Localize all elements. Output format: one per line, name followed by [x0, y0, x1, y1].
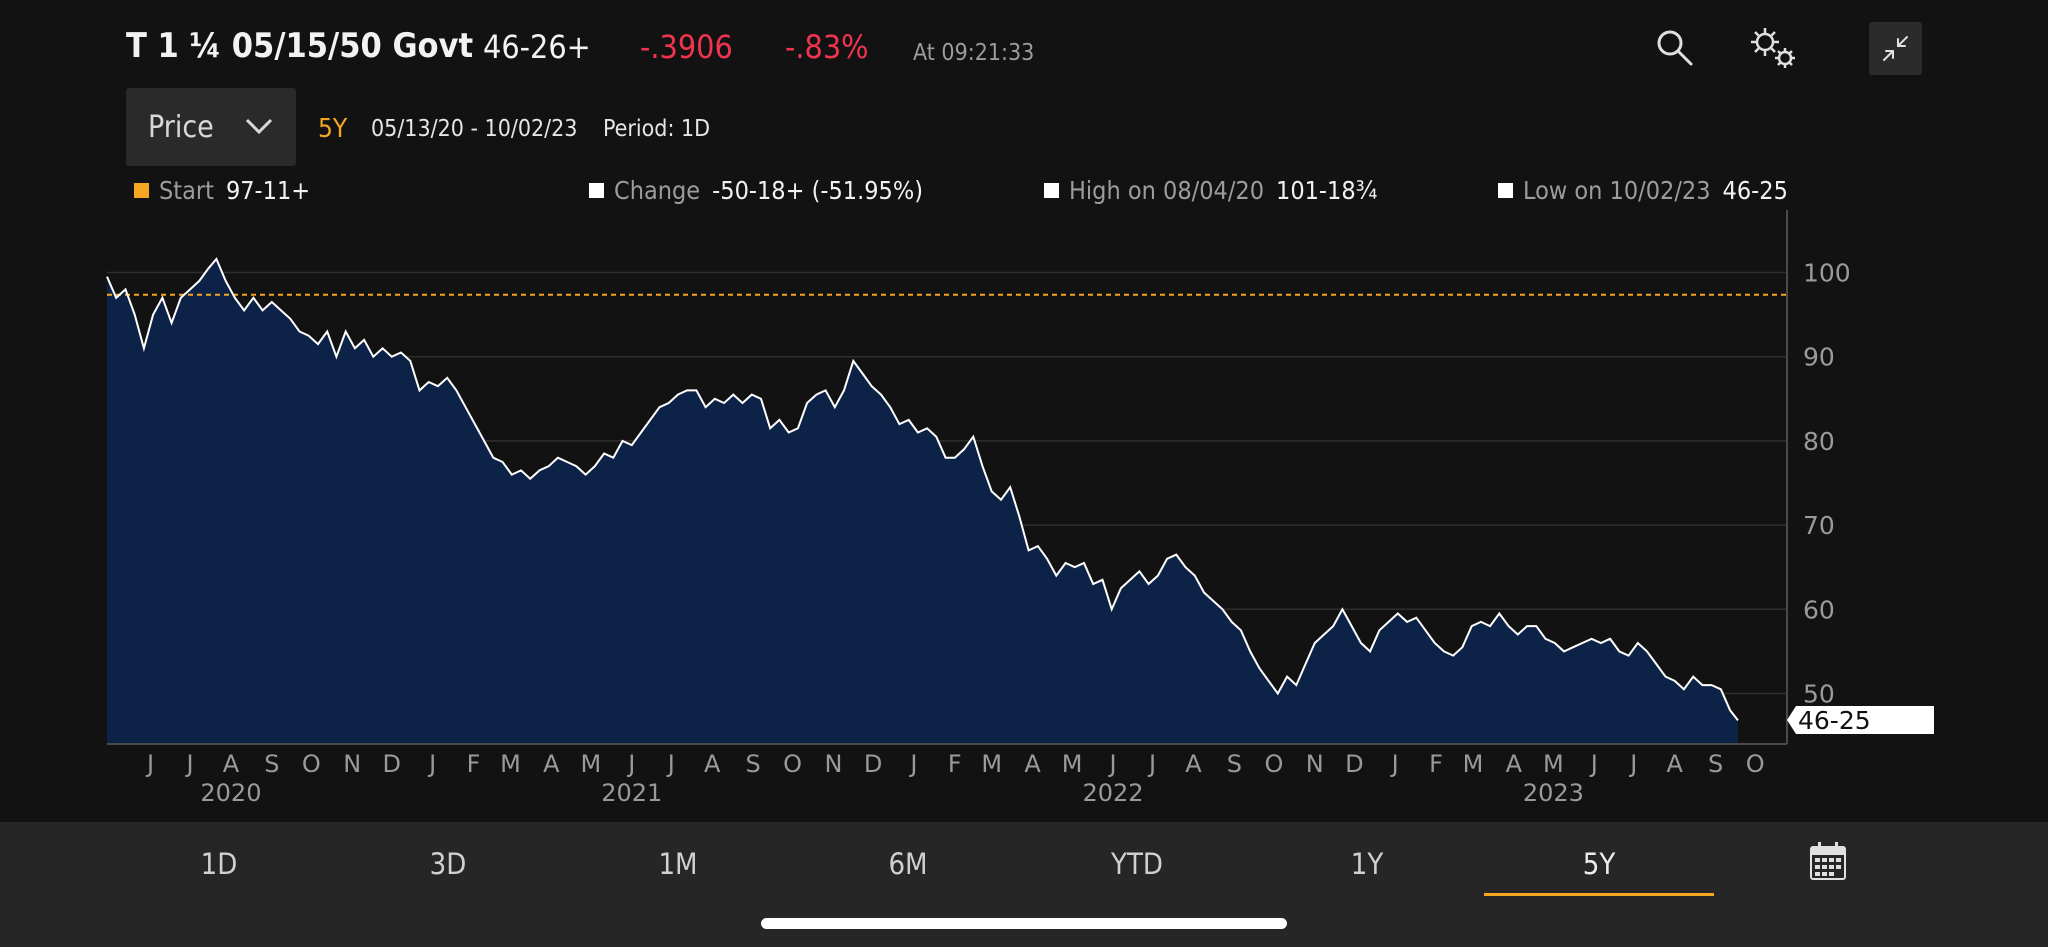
tab-6m[interactable]: 6M	[888, 847, 928, 881]
stat-value: 46-25	[1722, 176, 1788, 205]
x-tick-label: J	[666, 750, 675, 778]
x-tick-label: J	[908, 750, 917, 778]
stat-value: 101-18¾	[1276, 176, 1378, 205]
x-tick-label: J	[1107, 750, 1116, 778]
year-label: 2020	[200, 779, 261, 807]
stat-low: Low on 10/02/23 46-25	[1498, 176, 1788, 205]
y-tick-label: 60	[1803, 595, 1835, 624]
x-tick-label: N	[343, 750, 361, 778]
quote-time: At 09:21:33	[913, 40, 1035, 66]
x-tick-label: A	[1667, 750, 1684, 778]
legend-square	[1044, 183, 1059, 198]
x-tick-label: O	[302, 750, 321, 778]
x-tick-label: N	[1306, 750, 1324, 778]
x-tick-label: J	[626, 750, 635, 778]
collapse-icon[interactable]	[1869, 22, 1922, 75]
stat-value: 97-11+	[225, 176, 311, 205]
x-tick-label: A	[1024, 750, 1041, 778]
x-tick-label: J	[1147, 750, 1156, 778]
x-tick-label: A	[1506, 750, 1523, 778]
stat-label: Low on 10/02/23	[1523, 176, 1711, 205]
x-tick-label: F	[1429, 750, 1443, 778]
y-tick-label: 50	[1803, 679, 1835, 708]
x-tick-label: O	[1746, 750, 1765, 778]
x-tick-label: O	[783, 750, 802, 778]
y-tick-label: 90	[1803, 343, 1835, 372]
legend-square	[1498, 183, 1513, 198]
security-title: T 1 ¼ 05/15/50 Govt	[126, 26, 474, 66]
search-icon[interactable]	[1655, 28, 1695, 68]
last-price: 46-26+	[483, 28, 591, 66]
x-tick-label: F	[467, 750, 481, 778]
area-fill	[107, 259, 1738, 744]
x-tick-label: J	[1628, 750, 1637, 778]
net-change: -.3906	[640, 28, 733, 66]
calendar-icon[interactable]	[1810, 842, 1846, 880]
tab-1m[interactable]: 1M	[658, 847, 698, 881]
x-tick-label: M	[981, 750, 1002, 778]
price-dropdown-label: Price	[148, 110, 214, 145]
x-tick-label: S	[1708, 750, 1723, 778]
y-tick-label: 70	[1803, 511, 1835, 540]
date-range[interactable]: 05/13/20 - 10/02/23	[371, 116, 578, 142]
active-tab-underline	[1484, 893, 1714, 896]
tab-3d[interactable]: 3D	[429, 847, 467, 881]
x-tick-label: S	[745, 750, 760, 778]
period-label[interactable]: Period: 1D	[603, 116, 711, 142]
x-tick-label: N	[825, 750, 843, 778]
x-tick-label: M	[581, 750, 602, 778]
stat-start: Start 97-11+	[134, 176, 310, 205]
x-tick-label: J	[1390, 750, 1399, 778]
year-label: 2022	[1082, 779, 1143, 807]
x-tick-label: M	[500, 750, 521, 778]
price-line	[106, 257, 1739, 722]
year-label: 2023	[1523, 779, 1584, 807]
x-tick-label: D	[1345, 750, 1363, 778]
tab-5y[interactable]: 5Y	[1582, 847, 1616, 881]
home-indicator[interactable]	[761, 918, 1287, 929]
stat-label: Start	[159, 176, 214, 205]
stat-label: High on 08/04/20	[1069, 176, 1265, 205]
tab-1y[interactable]: 1Y	[1350, 847, 1384, 881]
x-tick-label: M	[1062, 750, 1083, 778]
x-tick-label: M	[1463, 750, 1484, 778]
chevron-down-icon	[245, 118, 273, 135]
x-tick-label: O	[1264, 750, 1283, 778]
x-tick-label: A	[223, 750, 240, 778]
x-tick-label: J	[427, 750, 436, 778]
tab-ytd[interactable]: YTD	[1111, 847, 1163, 881]
x-tick-label: D	[383, 750, 401, 778]
tab-1d[interactable]: 1D	[200, 847, 238, 881]
percent-change: -.83%	[785, 28, 869, 66]
legend-square	[134, 183, 149, 198]
x-tick-label: A	[1185, 750, 1202, 778]
year-label: 2021	[601, 779, 662, 807]
stat-label: Change	[614, 176, 701, 205]
x-tick-label: D	[864, 750, 882, 778]
x-tick-label: M	[1543, 750, 1564, 778]
x-tick-label: J	[1589, 750, 1598, 778]
x-tick-label: J	[145, 750, 154, 778]
y-tick-label: 100	[1803, 259, 1851, 288]
price-dropdown[interactable]: Price	[126, 88, 296, 166]
x-tick-label: S	[264, 750, 279, 778]
x-tick-label: A	[543, 750, 560, 778]
stat-value: -50-18+ (-51.95%)	[712, 176, 924, 205]
legend-square	[589, 183, 604, 198]
last-value-label: 46-25	[1798, 706, 1871, 735]
x-tick-label: J	[185, 750, 194, 778]
stat-change: Change -50-18+ (-51.95%)	[589, 176, 923, 205]
x-tick-label: F	[948, 750, 962, 778]
x-tick-label: S	[1227, 750, 1242, 778]
stat-high: High on 08/04/20 101-18¾	[1044, 176, 1377, 205]
gear-icon[interactable]	[1745, 24, 1801, 74]
y-tick-label: 80	[1803, 427, 1835, 456]
last-value-tag	[1787, 706, 1934, 734]
range-indicator: 5Y	[318, 114, 348, 144]
x-tick-label: A	[704, 750, 721, 778]
